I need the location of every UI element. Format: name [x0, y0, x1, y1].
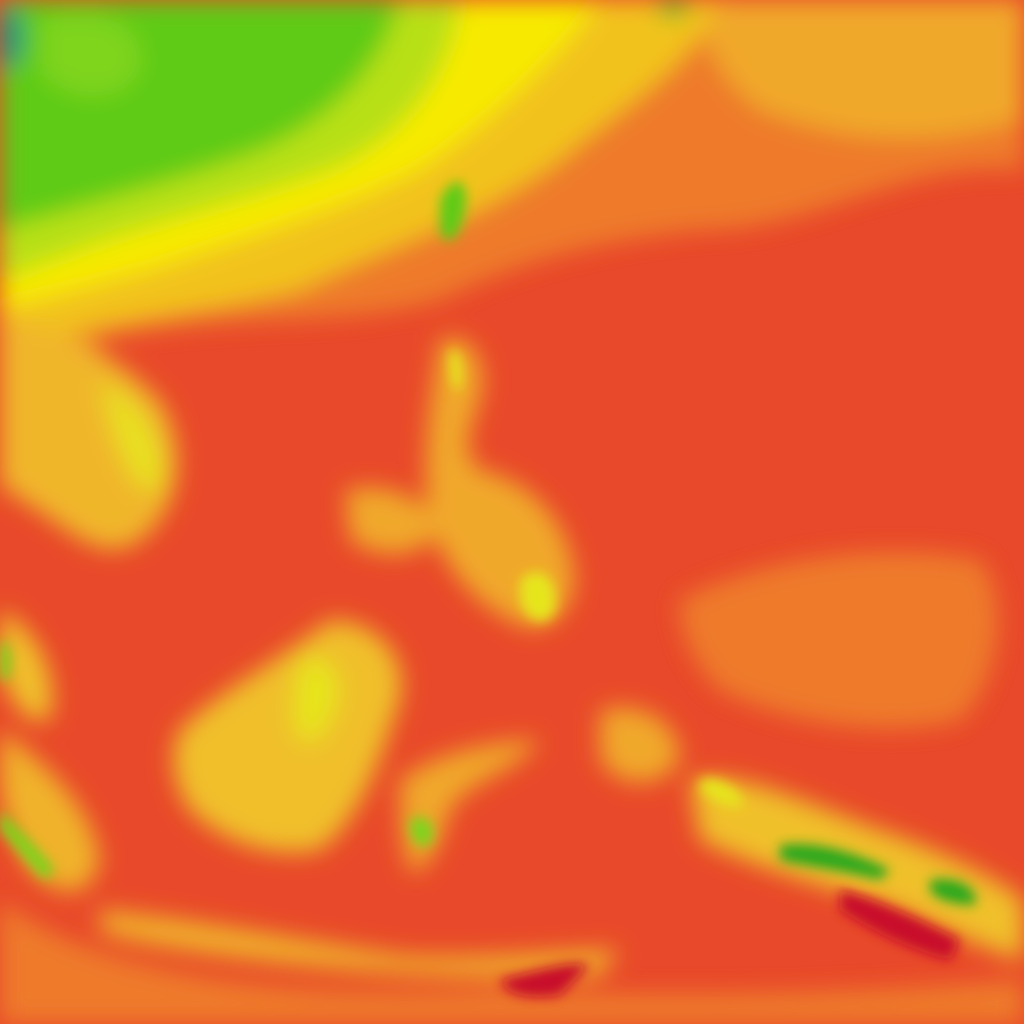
- cold-highlights: [0, 181, 976, 997]
